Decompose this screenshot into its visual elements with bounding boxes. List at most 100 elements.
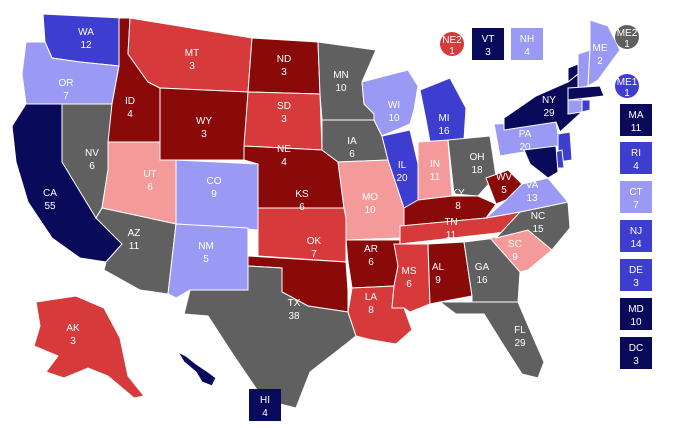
state-votes-co: 9 (211, 189, 217, 200)
district-votes-me1: 1 (624, 88, 630, 99)
state-votes-al: 9 (435, 275, 441, 286)
state-box-label-ct: CT (629, 187, 642, 198)
state-votes-nc: 15 (532, 224, 544, 235)
state-fl[interactable] (438, 301, 545, 379)
state-box-label-dc: DC (629, 343, 643, 354)
state-label-pa: PA (519, 129, 532, 140)
state-me[interactable] (587, 19, 621, 87)
state-box-de[interactable] (620, 259, 652, 291)
state-label-nd: ND (277, 54, 291, 65)
state-votes-me: 2 (597, 56, 603, 67)
state-nd[interactable] (247, 37, 321, 95)
state-votes-la: 8 (368, 305, 374, 316)
state-label-ga: GA (475, 262, 490, 273)
state-label-wi: WI (388, 100, 400, 111)
state-hi[interactable] (176, 350, 217, 387)
state-box-ct[interactable] (620, 181, 652, 213)
state-ak[interactable] (33, 295, 145, 399)
state-box-vt[interactable] (472, 28, 504, 60)
state-label-ky: KY (451, 188, 465, 199)
district-votes-ne2: 1 (449, 46, 455, 57)
state-box-votes-md: 10 (630, 317, 642, 328)
district-ne2[interactable] (440, 32, 464, 56)
state-ks[interactable] (257, 207, 347, 263)
state-votes-wi: 10 (388, 113, 400, 124)
state-box-votes-dc: 3 (633, 356, 639, 367)
state-wi[interactable] (361, 69, 419, 137)
state-label-ne: NE (277, 144, 291, 155)
state-label-sc: SC (508, 239, 522, 250)
state-md[interactable] (523, 145, 559, 179)
state-label-oh: OH (470, 152, 485, 163)
state-box-label-nj: NJ (630, 226, 642, 237)
state-votes-ia: 6 (349, 149, 355, 160)
state-label-ut: UT (143, 169, 156, 180)
state-label-ca: CA (43, 188, 57, 199)
state-box-nj[interactable] (620, 220, 652, 252)
state-ri[interactable] (581, 99, 591, 113)
state-al[interactable] (427, 241, 473, 305)
state-label-wy: WY (196, 116, 212, 127)
state-label-id: ID (125, 96, 135, 107)
district-label-ne2: NE2 (442, 35, 462, 46)
state-votes-mt: 3 (189, 61, 195, 72)
state-in[interactable] (417, 139, 453, 201)
state-box-ri[interactable] (620, 142, 652, 174)
state-box-votes-ma: 11 (631, 123, 642, 134)
state-label-az: AZ (128, 228, 141, 239)
state-box-ma[interactable] (620, 104, 652, 136)
state-votes-sc: 9 (512, 252, 518, 263)
state-label-mi: MI (438, 113, 449, 124)
state-votes-mi: 16 (438, 126, 450, 137)
state-co[interactable] (175, 159, 259, 231)
state-box-label-ma: MA (629, 110, 644, 121)
state-votes-sd: 3 (281, 114, 287, 125)
state-box-label-vt: VT (482, 34, 495, 45)
state-box-votes-ri: 4 (633, 161, 639, 172)
state-label-va: VA (526, 180, 539, 191)
state-label-ar: AR (364, 244, 378, 255)
state-votes-pa: 20 (519, 142, 531, 153)
state-label-ms: MS (402, 266, 417, 277)
state-votes-va: 13 (526, 193, 538, 204)
state-box-votes-nj: 14 (630, 239, 642, 250)
state-label-nm: NM (198, 241, 214, 252)
state-votes-az: 11 (129, 241, 140, 252)
state-votes-nm: 5 (203, 254, 209, 265)
district-me2[interactable] (615, 25, 639, 49)
state-votes-il: 20 (396, 173, 408, 184)
state-label-or: OR (59, 78, 74, 89)
state-box-votes-de: 3 (633, 278, 639, 289)
state-label-tx: TX (288, 298, 301, 309)
state-label-mt: MT (185, 48, 199, 59)
state-votes-ok: 7 (311, 249, 317, 260)
state-label-ia: IA (347, 136, 357, 147)
state-label-me: ME (593, 43, 608, 54)
state-oh[interactable] (447, 135, 497, 197)
state-label-ks: KS (295, 189, 309, 200)
state-wv[interactable] (485, 169, 523, 205)
state-label-il: IL (398, 160, 407, 171)
state-box-votes-hi: 4 (262, 408, 268, 419)
district-me1[interactable] (615, 74, 639, 98)
state-ma[interactable] (567, 85, 605, 101)
state-box-md[interactable] (620, 298, 652, 330)
state-label-nv: NV (85, 148, 99, 159)
state-ms[interactable] (391, 243, 431, 313)
state-votes-nv: 6 (89, 161, 95, 172)
district-label-me1: ME1 (617, 77, 638, 88)
state-box-dc[interactable] (620, 337, 652, 369)
state-votes-ks: 6 (299, 202, 305, 213)
state-box-votes-ct: 7 (633, 200, 639, 211)
state-votes-tx: 38 (288, 311, 300, 322)
state-votes-id: 4 (127, 109, 133, 120)
state-box-nh[interactable] (511, 28, 543, 60)
state-box-label-de: DE (629, 265, 643, 276)
state-label-co: CO (207, 176, 222, 187)
state-box-hi[interactable] (249, 389, 281, 421)
state-votes-tn: 11 (446, 230, 457, 241)
state-ct[interactable] (567, 99, 583, 115)
state-tx[interactable] (183, 265, 357, 409)
state-box-votes-nh: 4 (524, 47, 530, 58)
